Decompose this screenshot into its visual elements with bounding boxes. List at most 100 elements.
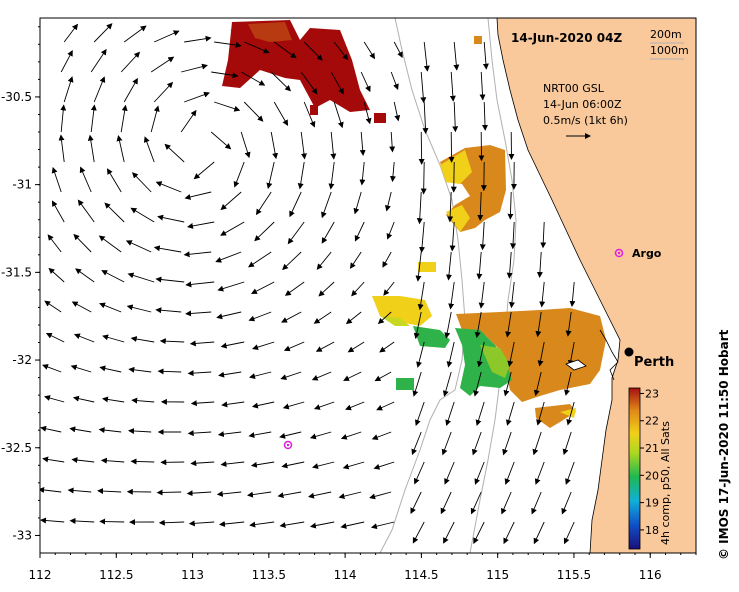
current-arrow-icon [473, 521, 485, 544]
current-arrow-icon [97, 488, 122, 495]
current-arrow-icon [289, 191, 302, 218]
colorbar-label: 4h comp, p50, All Sats [659, 421, 672, 545]
colorbar-tick-label: 19 [645, 497, 659, 510]
current-arrow-icon [369, 491, 392, 500]
current-arrow-icon [345, 311, 362, 325]
current-arrow-icon [184, 35, 212, 43]
current-arrow-icon [444, 311, 452, 339]
current-scale: 0.5m/s (1kt 6h) [543, 114, 628, 127]
current-arrow-icon [270, 71, 292, 92]
credit-text: © IMOS 17-Jun-2020 11:50 Hobart [717, 329, 731, 560]
current-arrow-icon [566, 401, 575, 426]
current-arrow-icon [40, 517, 65, 524]
current-arrow-icon [181, 63, 208, 73]
current-arrow-icon [501, 491, 512, 515]
current-arrow-icon [533, 371, 542, 397]
current-arrow-icon [221, 401, 245, 408]
x-tick-label: 112 [29, 568, 52, 582]
current-arrow-icon [214, 41, 242, 48]
current-arrow-icon [376, 401, 395, 411]
current-vectors [40, 23, 576, 545]
current-arrow-icon [389, 131, 396, 153]
current-arrow-icon [153, 81, 174, 103]
current-arrow-icon [102, 396, 125, 403]
sst-patch-south-cool [455, 328, 512, 396]
current-arrow-icon [412, 371, 422, 397]
current-arrow-icon [539, 281, 546, 308]
argo-label: Argo [632, 247, 662, 260]
current-arrow-icon [184, 191, 212, 200]
current-arrow-icon [502, 431, 512, 456]
current-arrow-icon [187, 370, 212, 377]
current-arrow-icon [218, 371, 242, 378]
current-arrow-icon [155, 307, 182, 314]
x-tick-label: 113.5 [252, 568, 286, 582]
depth-legend-1000m: 1000m [650, 44, 689, 57]
current-arrow-icon [359, 161, 366, 186]
x-tick-label: 113 [181, 568, 204, 582]
current-arrow-icon [330, 71, 344, 95]
current-arrow-icon [60, 104, 67, 133]
current-arrow-icon [416, 191, 423, 225]
current-arrow-icon [413, 461, 425, 485]
current-arrow-icon [333, 101, 344, 129]
current-arrow-icon [248, 431, 272, 438]
current-arrow-icon [126, 304, 152, 313]
current-arrow-icon [251, 281, 275, 294]
current-arrow-icon [102, 334, 125, 343]
current-arrow-icon [130, 336, 155, 343]
colorbar-tick-label: 18 [645, 524, 659, 537]
depth-legend-200m: 200m [650, 28, 682, 41]
current-arrow-icon [503, 371, 512, 397]
y-tick-label: -32.5 [1, 441, 32, 455]
current-arrow-icon [345, 401, 365, 411]
colorbar-ticks: 18 19 20 21 22 23 [640, 387, 659, 537]
current-arrow-icon [254, 221, 275, 242]
current-arrow-icon [63, 23, 79, 43]
current-arrow-icon [393, 101, 401, 122]
current-arrow-icon [533, 521, 545, 545]
current-arrow-icon [45, 332, 65, 343]
current-arrow-icon [180, 109, 197, 133]
current-arrow-icon [363, 101, 372, 125]
current-arrow-icon [422, 101, 429, 135]
y-tick-label: -33 [12, 528, 32, 542]
current-arrow-icon [569, 281, 576, 307]
current-arrow-icon [342, 461, 365, 470]
current-arrow-icon [471, 431, 482, 456]
current-arrow-icon [164, 143, 185, 163]
current-arrow-icon [412, 521, 425, 544]
current-arrow-icon [123, 77, 138, 103]
current-arrow-icon [446, 251, 452, 281]
current-arrow-icon [255, 191, 272, 216]
current-arrow-icon [220, 461, 245, 468]
current-arrow-icon [318, 281, 335, 297]
current-arrow-icon [360, 71, 371, 93]
current-arrow-icon [90, 48, 107, 73]
current-arrow-icon [273, 101, 289, 126]
current-arrow-icon [475, 401, 485, 426]
current-arrow-icon [382, 251, 392, 268]
current-arrow-icon [279, 431, 302, 439]
current-arrow-icon [328, 161, 335, 190]
current-arrow-icon [476, 341, 485, 368]
current-arrow-icon [315, 341, 335, 352]
current-arrow-icon [410, 491, 422, 515]
plot-frame [39, 17, 697, 554]
current-arrow-icon [297, 161, 305, 190]
current-arrow-icon [371, 431, 392, 440]
current-arrow-icon [220, 221, 245, 236]
current-arrow-icon [69, 517, 95, 524]
current-arrow-icon [374, 371, 392, 382]
current-arrow-icon [379, 341, 395, 353]
perth-label: Perth [634, 355, 674, 370]
current-arrow-icon [42, 456, 65, 463]
current-arrow-icon [420, 161, 427, 195]
current-arrow-icon [562, 431, 572, 456]
current-arrow-icon [411, 431, 422, 456]
current-arrow-icon [185, 310, 212, 317]
current-arrow-icon [99, 518, 125, 525]
current-arrow-icon [101, 270, 125, 283]
current-arrow-icon [506, 251, 513, 279]
